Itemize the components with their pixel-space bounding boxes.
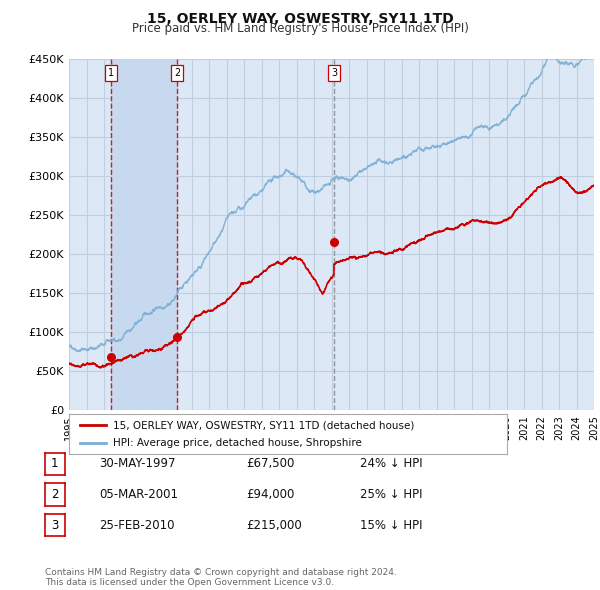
Text: 25% ↓ HPI: 25% ↓ HPI — [360, 488, 422, 501]
Text: 1: 1 — [51, 457, 59, 470]
Text: HPI: Average price, detached house, Shropshire: HPI: Average price, detached house, Shro… — [113, 438, 362, 448]
Text: 15% ↓ HPI: 15% ↓ HPI — [360, 519, 422, 532]
Text: 1: 1 — [108, 68, 114, 78]
Text: 25-FEB-2010: 25-FEB-2010 — [99, 519, 175, 532]
Text: 2: 2 — [174, 68, 180, 78]
Text: 05-MAR-2001: 05-MAR-2001 — [99, 488, 178, 501]
Text: £67,500: £67,500 — [246, 457, 295, 470]
Text: 15, OERLEY WAY, OSWESTRY, SY11 1TD (detached house): 15, OERLEY WAY, OSWESTRY, SY11 1TD (deta… — [113, 420, 414, 430]
Text: 3: 3 — [331, 68, 337, 78]
Text: £94,000: £94,000 — [246, 488, 295, 501]
Text: Price paid vs. HM Land Registry's House Price Index (HPI): Price paid vs. HM Land Registry's House … — [131, 22, 469, 35]
Bar — [111, 59, 177, 410]
Text: 15, OERLEY WAY, OSWESTRY, SY11 1TD: 15, OERLEY WAY, OSWESTRY, SY11 1TD — [146, 12, 454, 26]
Text: Contains HM Land Registry data © Crown copyright and database right 2024.
This d: Contains HM Land Registry data © Crown c… — [45, 568, 397, 587]
Text: 2: 2 — [51, 488, 59, 501]
Text: 30-MAY-1997: 30-MAY-1997 — [99, 457, 176, 470]
Text: 24% ↓ HPI: 24% ↓ HPI — [360, 457, 422, 470]
Text: 3: 3 — [51, 519, 59, 532]
Text: £215,000: £215,000 — [246, 519, 302, 532]
